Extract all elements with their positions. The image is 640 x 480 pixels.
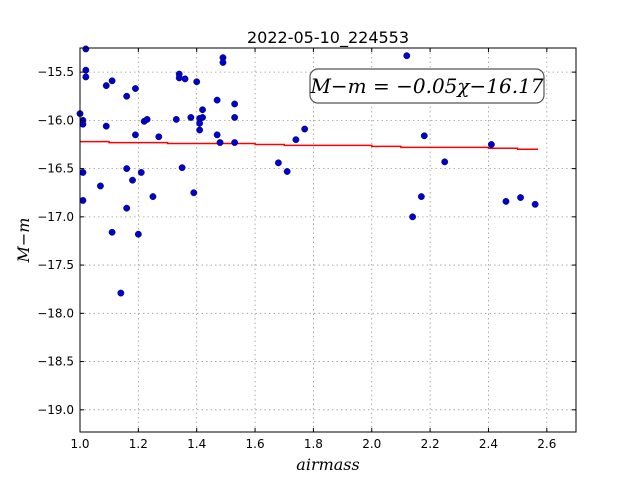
fit-line-group [80,140,539,151]
data-point [79,169,87,176]
data-point [172,115,180,123]
data-point [82,66,90,74]
data-point [178,164,186,172]
y-tick-label: −17.0 [37,210,74,224]
data-point [149,193,157,200]
data-point [143,115,151,123]
data-point [274,159,282,167]
data-point [132,131,139,139]
y-tick-label: −15.5 [37,65,74,79]
data-point [134,230,142,238]
data-point [79,197,87,204]
data-point [82,73,90,81]
data-point [175,74,183,82]
x-tick-label: 1.8 [304,437,323,451]
y-tick-label: −16.0 [37,113,74,127]
y-tick-label: −19.0 [37,403,74,417]
x-tick-label: 1.6 [246,437,265,451]
equation-box [309,68,545,104]
data-point [123,204,131,212]
equation-text: M−m = −0.05χ−16.17 [309,74,543,98]
data-point [190,189,198,197]
data-point [420,132,428,140]
data-point [123,92,131,100]
data-point [82,45,90,53]
x-tick-label: 1.0 [70,437,89,451]
data-point [196,126,204,134]
data-point [117,289,125,297]
data-point [108,77,116,85]
x-tick-labels: 1.0 1.2 1.4 1.6 1.8 2.0 2.2 2.4 2.6 [70,437,556,451]
data-point [292,136,300,144]
data-point [97,182,104,190]
x-tick-label: 2.2 [421,437,440,451]
data-point [102,122,110,130]
data-point [417,193,425,200]
data-point [231,100,239,108]
x-tick-label: 1.2 [129,437,148,451]
data-point [213,131,221,139]
data-point [283,168,291,175]
data-point [123,165,131,173]
data-point [193,78,201,86]
data-point [137,169,145,176]
data-point [79,120,87,128]
equation-annotation: M−m = −0.05χ−16.17 [309,68,545,104]
data-point [216,139,224,146]
y-tick-label: −18.0 [37,306,74,320]
y-tick-label: −18.5 [37,355,74,369]
data-point [181,75,189,83]
data-point [199,114,206,121]
data-point [531,200,539,208]
data-point [132,85,139,92]
chart-title: 2022-05-10_224553 [247,28,409,48]
data-point [155,133,163,141]
fit-line [80,140,539,151]
data-point [187,114,195,121]
grid-lines [80,48,576,432]
x-tick-label: 2.4 [479,437,498,451]
data-point [409,213,417,221]
plot-frame [79,47,577,433]
data-point [219,59,227,66]
y-tick-labels: −15.5 −16.0 −16.5 −17.0 −17.5 −18.0 −18.5 −19.0 [37,65,74,417]
data-point [231,114,239,121]
y-axis-label: M−m [14,218,33,264]
data-point [231,139,239,146]
data-point [301,125,309,133]
data-point [213,96,221,104]
x-tick-label: 2.0 [362,437,381,451]
data-point [441,158,449,166]
data-point [196,119,204,127]
data-point [517,194,524,201]
data-point [403,52,411,60]
y-tick-label: −16.5 [37,162,74,176]
data-point [502,198,510,205]
data-points [76,45,539,297]
x-tick-label: 2.6 [537,437,556,451]
data-point [487,141,495,148]
data-point [102,82,110,90]
data-point [129,176,136,184]
data-point [199,106,206,114]
x-axis-label: airmass [296,455,359,474]
data-point [108,228,116,236]
x-tick-label: 1.4 [187,437,206,451]
tick-marks [79,48,576,432]
y-tick-label: −17.5 [37,258,74,272]
